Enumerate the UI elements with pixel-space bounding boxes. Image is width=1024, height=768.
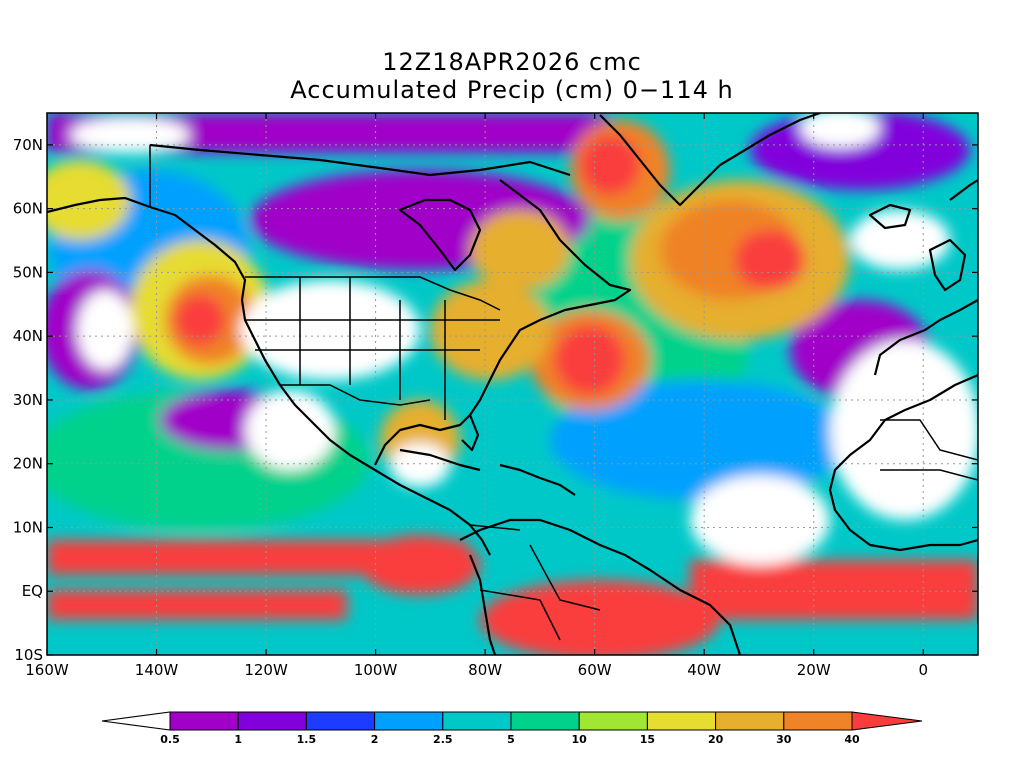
lat-label: 20N <box>13 455 43 473</box>
lon-label: 100W <box>354 661 398 679</box>
colorbar-segment <box>374 711 444 731</box>
lat-label: 50N <box>13 263 43 281</box>
colorbar-segment <box>237 711 307 731</box>
colorbar-segment <box>169 711 239 731</box>
political-borders <box>149 145 978 641</box>
colorbar-segment <box>510 711 580 731</box>
colorbar-label: 30 <box>776 733 792 746</box>
colorbar-segment <box>646 711 717 731</box>
lat-label: 30N <box>13 391 43 409</box>
longitude-labels: 160W 140W 120W 100W 80W 60W 40W 20W 0 <box>25 661 928 679</box>
colorbar-segment <box>715 711 785 731</box>
lat-label: 10N <box>13 518 43 536</box>
longitude-ticks <box>46 113 924 655</box>
lon-label: 80W <box>468 661 502 679</box>
colorbar-label: 40 <box>844 733 860 746</box>
colorbar-segment <box>578 711 648 731</box>
lon-label: 20W <box>797 661 831 679</box>
colorbar-label: 1.5 <box>297 733 317 746</box>
colorbar-label: 1 <box>234 733 242 746</box>
colorbar-label: 15 <box>640 733 655 746</box>
lon-label: 120W <box>244 661 288 679</box>
lat-label: 60N <box>13 200 43 218</box>
colorbar-min-arrow <box>101 711 171 731</box>
lon-label: 160W <box>25 661 69 679</box>
lon-label: 0 <box>918 661 928 679</box>
lat-label: 10S <box>14 646 43 664</box>
lon-label: 140W <box>135 661 179 679</box>
colorbar <box>101 711 923 731</box>
colorbar-label: 2 <box>371 733 379 746</box>
lat-label: 40N <box>13 327 43 345</box>
colorbar-labels: 0.5 1 1.5 2 2.5 5 10 15 20 30 40 <box>160 733 860 746</box>
colorbar-segment <box>442 711 512 731</box>
colorbar-label: 5 <box>507 733 515 746</box>
precip-field <box>47 113 978 655</box>
map-frame <box>46 112 979 656</box>
map-title-line1: 12Z18APR2026 cmc <box>382 48 642 76</box>
colorbar-max-arrow <box>851 711 923 731</box>
lat-label: 70N <box>13 136 43 154</box>
colorbar-label: 2.5 <box>433 733 453 746</box>
graticule <box>47 113 978 655</box>
lon-label: 60W <box>578 661 612 679</box>
colorbar-label: 10 <box>572 733 588 746</box>
colorbar-label: 0.5 <box>160 733 180 746</box>
colorbar-segment <box>783 711 853 731</box>
colorbar-segment <box>305 711 376 731</box>
colorbar-label: 20 <box>708 733 724 746</box>
latitude-ticks <box>47 144 978 656</box>
lat-label: EQ <box>22 582 43 600</box>
map-title-line2: Accumulated Precip (cm) 0−114 h <box>290 76 734 104</box>
latitude-labels: 70N 60N 50N 40N 30N 20N 10N EQ 10S <box>13 136 43 664</box>
lon-label: 40W <box>687 661 721 679</box>
